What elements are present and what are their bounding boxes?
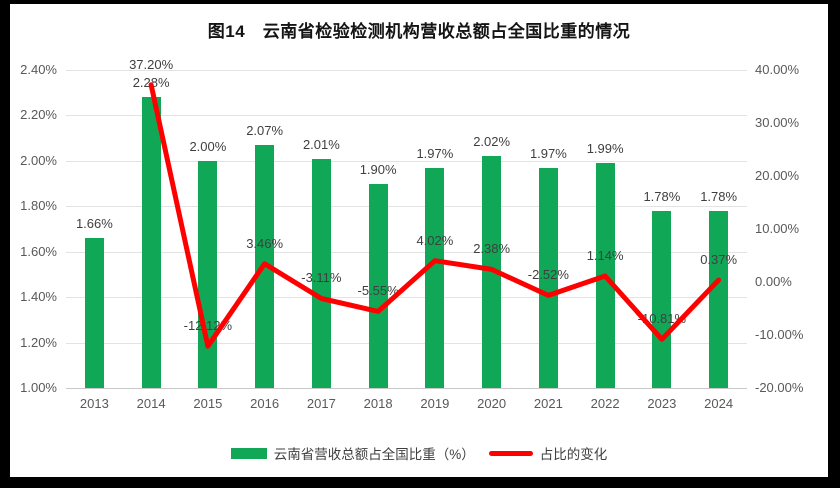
y-axis-tick-left: 1.00% bbox=[20, 380, 57, 395]
bar bbox=[84, 238, 104, 388]
legend-label: 占比的变化 bbox=[539, 447, 608, 462]
x-axis-label: 2016 bbox=[250, 396, 280, 411]
gridline bbox=[66, 251, 747, 253]
line-value-label: -2.52% bbox=[527, 267, 569, 283]
x-axis-label: 2014 bbox=[136, 396, 166, 411]
x-axis-label: 2017 bbox=[306, 396, 336, 411]
x-axis-label: 2015 bbox=[193, 396, 223, 411]
gridline bbox=[66, 115, 747, 117]
x-axis-label: 2020 bbox=[477, 396, 507, 411]
bar-value-label: 1.99% bbox=[586, 141, 624, 157]
y-axis-tick-left: 2.20% bbox=[20, 107, 57, 123]
gridline bbox=[66, 70, 747, 71]
y-axis-tick-left: 1.80% bbox=[20, 198, 57, 214]
x-axis-label: 2024 bbox=[704, 396, 734, 411]
legend-item: 占比的变化 bbox=[488, 443, 608, 463]
y-axis-tick-right: 10.00% bbox=[755, 221, 800, 236]
x-axis-label: 2021 bbox=[533, 396, 563, 411]
bar bbox=[595, 163, 615, 388]
legend: 云南省营收总额占全国比重（%） 占比的变化 bbox=[10, 443, 828, 463]
y-axis-tick-right: 40.00% bbox=[755, 62, 800, 77]
y-axis-tick-left: 1.60% bbox=[20, 243, 57, 259]
y-axis-tick-right: 0.00% bbox=[755, 274, 792, 289]
bar-value-label: 2.01% bbox=[302, 136, 340, 152]
line-value-label: -5.55% bbox=[357, 283, 399, 299]
x-axis-line bbox=[66, 388, 747, 389]
line-value-label: 2.38% bbox=[473, 241, 511, 257]
line-value-label: 37.20% bbox=[129, 56, 174, 72]
y-axis-tick-left: 2.40% bbox=[20, 62, 57, 77]
line-value-label: 0.37% bbox=[700, 252, 738, 268]
legend-label: 云南省营收总额占全国比重（%） bbox=[273, 447, 475, 462]
bar bbox=[198, 160, 218, 388]
y-axis-tick-left: 1.40% bbox=[20, 289, 57, 305]
legend-line-swatch bbox=[488, 450, 533, 456]
bar-value-label: 1.90% bbox=[359, 161, 397, 177]
bar bbox=[652, 210, 672, 388]
gridline bbox=[66, 342, 747, 344]
bar-value-label: 1.66% bbox=[75, 216, 113, 232]
legend-item: 云南省营收总额占全国比重（%） bbox=[230, 443, 475, 463]
line-value-label: 1.14% bbox=[586, 247, 624, 263]
bar bbox=[141, 97, 161, 388]
y-axis-tick-right: 30.00% bbox=[755, 115, 800, 130]
bar bbox=[425, 167, 445, 388]
y-axis-tick-left: 1.20% bbox=[20, 334, 57, 350]
bar bbox=[255, 144, 275, 388]
x-axis-label: 2019 bbox=[420, 396, 450, 411]
bar bbox=[482, 156, 502, 388]
line-value-label: -3.11% bbox=[301, 270, 342, 286]
bar-value-label: 1.78% bbox=[700, 188, 738, 204]
x-axis-label: 2022 bbox=[590, 396, 620, 411]
legend-bar-swatch bbox=[230, 447, 267, 459]
bar-value-label: 2.07% bbox=[246, 122, 284, 138]
y-axis-tick-right: 20.00% bbox=[755, 168, 800, 183]
bar-value-label: 2.28% bbox=[132, 75, 170, 91]
x-axis-label: 2013 bbox=[79, 396, 109, 411]
y-axis-tick-left: 2.00% bbox=[20, 152, 57, 168]
line-value-label: 3.46% bbox=[246, 235, 284, 251]
gridline bbox=[66, 206, 747, 208]
y-axis-tick-right: -20.00% bbox=[755, 380, 804, 395]
line-value-label: -12.12% bbox=[183, 318, 233, 334]
x-axis-label: 2018 bbox=[363, 396, 393, 411]
chart-title: 图14 云南省检验检测机构营收总额占全国比重的情况 bbox=[207, 22, 631, 41]
bar bbox=[709, 210, 729, 388]
chart-canvas: 图14 云南省检验检测机构营收总额占全国比重的情况 2.40% 2.20% 2.00… bbox=[10, 4, 828, 477]
x-axis-label: 2023 bbox=[647, 396, 677, 411]
y-axis-tick-right: -10.00% bbox=[755, 327, 804, 342]
line-value-label: -10.81% bbox=[637, 311, 687, 327]
bar-value-label: 2.00% bbox=[189, 138, 227, 154]
